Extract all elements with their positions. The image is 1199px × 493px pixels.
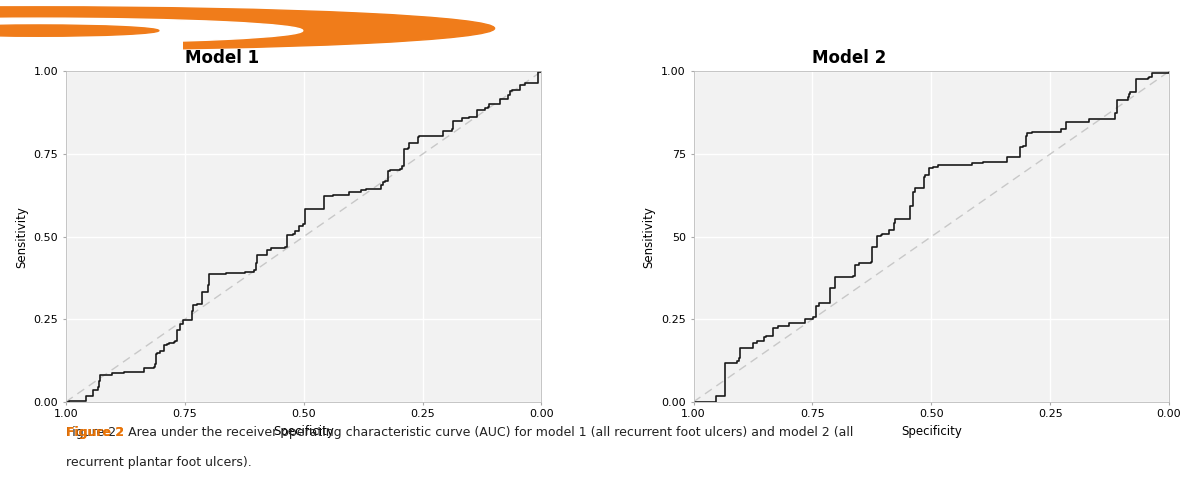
Text: Figure 2: Figure 2 <box>66 426 123 439</box>
Text: Figure 2: Figure 2 <box>66 426 123 439</box>
Text: Model 1: Model 1 <box>185 49 259 67</box>
Y-axis label: Sensitivity: Sensitivity <box>16 206 28 268</box>
FancyBboxPatch shape <box>0 0 78 57</box>
X-axis label: Specificity: Specificity <box>900 425 962 438</box>
Text: Figure 2   Area under the receiver operating characteristic curve (AUC) for mode: Figure 2 Area under the receiver operati… <box>66 426 854 439</box>
Circle shape <box>0 7 494 50</box>
Text: Epidemiology/Health services research: Epidemiology/Health services research <box>747 19 1175 38</box>
Circle shape <box>0 25 158 36</box>
Circle shape <box>0 18 303 43</box>
Text: Model 2: Model 2 <box>813 49 887 67</box>
Y-axis label: Sensitivity: Sensitivity <box>643 206 656 268</box>
Text: recurrent plantar foot ulcers).: recurrent plantar foot ulcers). <box>66 456 252 469</box>
X-axis label: Specificity: Specificity <box>273 425 335 438</box>
FancyBboxPatch shape <box>0 32 182 56</box>
